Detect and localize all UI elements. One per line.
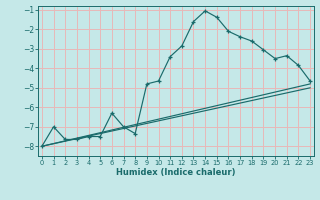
X-axis label: Humidex (Indice chaleur): Humidex (Indice chaleur): [116, 168, 236, 177]
